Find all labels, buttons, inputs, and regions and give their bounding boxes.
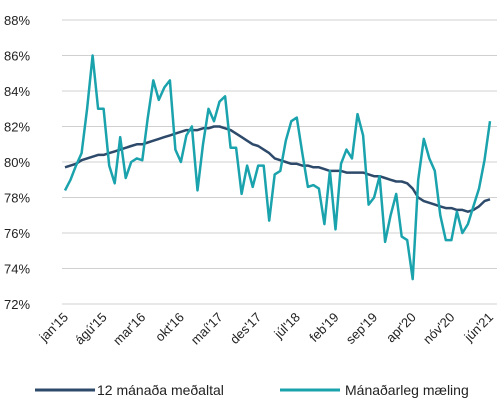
series-line (64, 125, 491, 213)
x-tick-label: apr'20 (383, 310, 419, 346)
y-tick-label: 76% (4, 226, 30, 241)
y-tick-label: 80% (4, 155, 30, 170)
x-tick-label: ágú'15 (72, 310, 110, 348)
y-tick-label: 74% (4, 262, 30, 277)
y-tick-label: 84% (4, 84, 30, 99)
x-tick-label: nóv'20 (420, 310, 457, 347)
x-tick-label: jan'15 (36, 310, 72, 346)
x-tick-label: sep'19 (343, 310, 380, 347)
y-tick-label: 88% (4, 13, 30, 28)
y-tick-label: 82% (4, 120, 30, 135)
y-tick-label: 78% (4, 191, 30, 206)
x-tick-label: feb'19 (306, 310, 341, 345)
series-line (63, 54, 492, 281)
x-tick-label: jún'21 (461, 310, 497, 346)
legend-label: 12 mánaða meðaltal (97, 382, 224, 398)
x-tick-label: maí'17 (188, 310, 226, 348)
legend-label: Mánaðarleg mæling (345, 382, 469, 398)
x-tick-label: júl'18 (270, 310, 302, 342)
y-tick-label: 72% (4, 297, 30, 312)
y-tick-label: 86% (4, 49, 30, 64)
x-tick-label: mar'16 (110, 310, 148, 348)
x-tick-label: des'17 (227, 310, 264, 347)
x-tick-label: okt'16 (152, 310, 187, 345)
